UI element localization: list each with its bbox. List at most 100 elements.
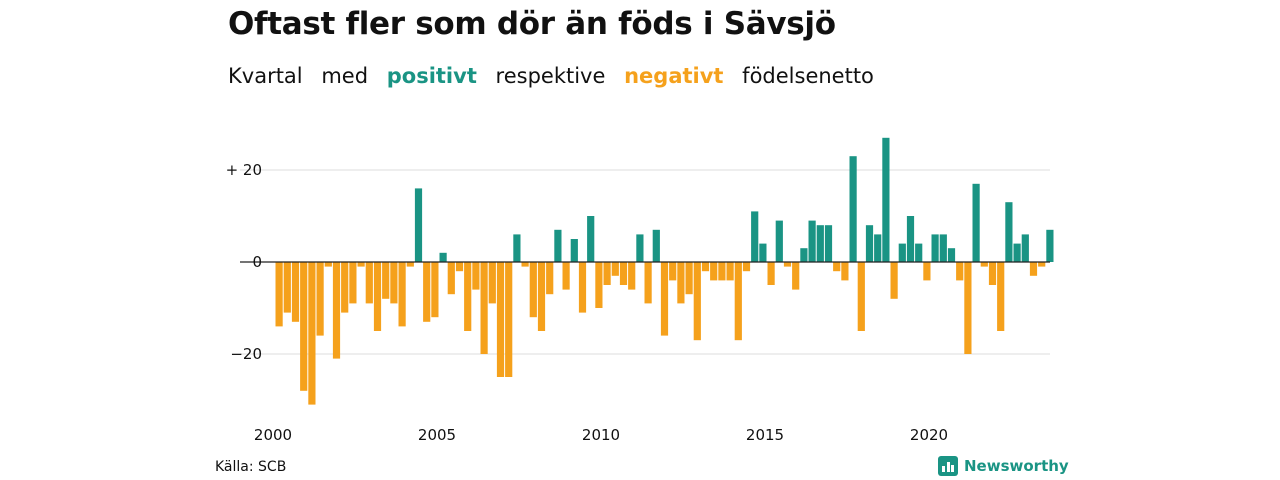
positive-bar xyxy=(931,234,939,262)
negative-bar xyxy=(332,262,341,359)
positive-bar xyxy=(414,188,423,262)
negative-bar xyxy=(619,262,628,285)
negative-bar xyxy=(980,262,988,267)
positive-bar xyxy=(1005,202,1013,262)
negative-bar xyxy=(644,262,652,304)
negative-bar xyxy=(964,262,972,354)
positive-bar xyxy=(554,229,562,262)
subtitle-word: med xyxy=(321,64,369,88)
negative-bar xyxy=(480,262,488,354)
negative-bar xyxy=(382,262,390,299)
negative-bar xyxy=(529,262,537,318)
negative-bar xyxy=(357,262,365,267)
negative-bar xyxy=(833,262,841,272)
negative-bar xyxy=(742,262,751,272)
negative-bar xyxy=(685,262,693,295)
x-tick-label: 2010 xyxy=(582,426,620,444)
chart-subtitle: Kvartal med positivt respektive negativt… xyxy=(228,64,886,88)
x-tick-label: 2015 xyxy=(746,426,784,444)
chart-title: Oftast fler som dör än föds i Sävsjö xyxy=(228,6,836,42)
bars xyxy=(275,137,1054,405)
negative-bar xyxy=(710,262,718,281)
negative-bar xyxy=(669,262,677,281)
positive-bar xyxy=(775,220,783,262)
positive-bar xyxy=(1013,243,1021,262)
y-tick-label: + 20 xyxy=(226,161,262,179)
negative-bar xyxy=(464,262,472,331)
negative-bar xyxy=(767,262,775,285)
negative-bar xyxy=(275,262,283,327)
chart-logo-icon xyxy=(938,456,958,476)
negative-bar xyxy=(718,262,726,281)
negative-bar xyxy=(291,262,300,322)
negative-bar xyxy=(841,262,849,281)
negative-bar xyxy=(890,262,898,299)
negative-bar xyxy=(988,262,997,285)
negative-bar xyxy=(537,262,546,331)
positive-bar xyxy=(439,252,447,262)
positive-bar xyxy=(570,239,578,262)
subtitle-word: respektive xyxy=(495,64,606,88)
subtitle-word: Kvartal xyxy=(228,64,303,88)
negative-bar xyxy=(365,262,373,304)
positive-bar xyxy=(1046,229,1054,262)
positive-bar xyxy=(808,220,816,262)
subtitle-positive-label: positivt xyxy=(386,64,477,88)
negative-bar xyxy=(349,262,357,304)
gridlines xyxy=(240,169,1050,355)
y-tick-label: −20 xyxy=(230,345,262,363)
x-axis-labels: 2000 2005 2010 2015 2020 xyxy=(254,426,948,444)
positive-bar xyxy=(636,234,644,262)
x-tick-label: 2005 xyxy=(418,426,456,444)
negative-bar xyxy=(701,262,710,272)
negative-bar xyxy=(505,262,513,377)
positive-bar xyxy=(849,156,857,262)
positive-bar xyxy=(915,243,923,262)
positive-bar xyxy=(898,243,906,262)
negative-bar xyxy=(997,262,1005,331)
negative-bar xyxy=(677,262,685,304)
newsworthy-logo: Newsworthy xyxy=(938,456,1069,476)
negative-bar xyxy=(857,262,865,331)
y-axis-labels: + 20 0 −20 xyxy=(226,161,262,363)
subtitle-word: födelsenetto xyxy=(742,64,874,88)
x-tick-label: 2020 xyxy=(910,426,948,444)
positive-bar xyxy=(874,234,882,262)
positive-bar xyxy=(800,248,808,262)
negative-bar xyxy=(431,262,439,318)
positive-bar xyxy=(587,216,595,262)
negative-bar xyxy=(300,262,308,391)
negative-bar xyxy=(578,262,587,313)
negative-bar xyxy=(283,262,291,313)
negative-bar xyxy=(792,262,800,290)
negative-bar xyxy=(488,262,496,304)
source-note: Källa: SCB xyxy=(215,459,287,475)
negative-bar xyxy=(595,262,603,308)
negative-bar xyxy=(628,262,636,290)
negative-bar xyxy=(496,262,505,377)
positive-bar xyxy=(972,183,980,262)
positive-bar xyxy=(759,243,767,262)
brand-name: Newsworthy xyxy=(964,457,1069,475)
negative-bar xyxy=(783,262,792,267)
negative-bar xyxy=(611,262,619,276)
negative-bar xyxy=(423,262,431,322)
positive-bar xyxy=(865,225,874,262)
negative-bar xyxy=(316,262,324,336)
positive-bar xyxy=(947,248,956,262)
negative-bar xyxy=(398,262,406,327)
negative-bar xyxy=(472,262,480,290)
negative-bar xyxy=(923,262,931,281)
negative-bar xyxy=(546,262,554,295)
negative-bar xyxy=(1029,262,1038,276)
negative-bar xyxy=(455,262,464,272)
negative-bar xyxy=(660,262,669,336)
negative-bar xyxy=(603,262,611,285)
positive-bar xyxy=(652,229,660,262)
negative-bar xyxy=(734,262,742,341)
negative-bar xyxy=(341,262,349,313)
negative-bar xyxy=(521,262,529,267)
negative-bar xyxy=(693,262,701,341)
negative-bar xyxy=(373,262,382,331)
